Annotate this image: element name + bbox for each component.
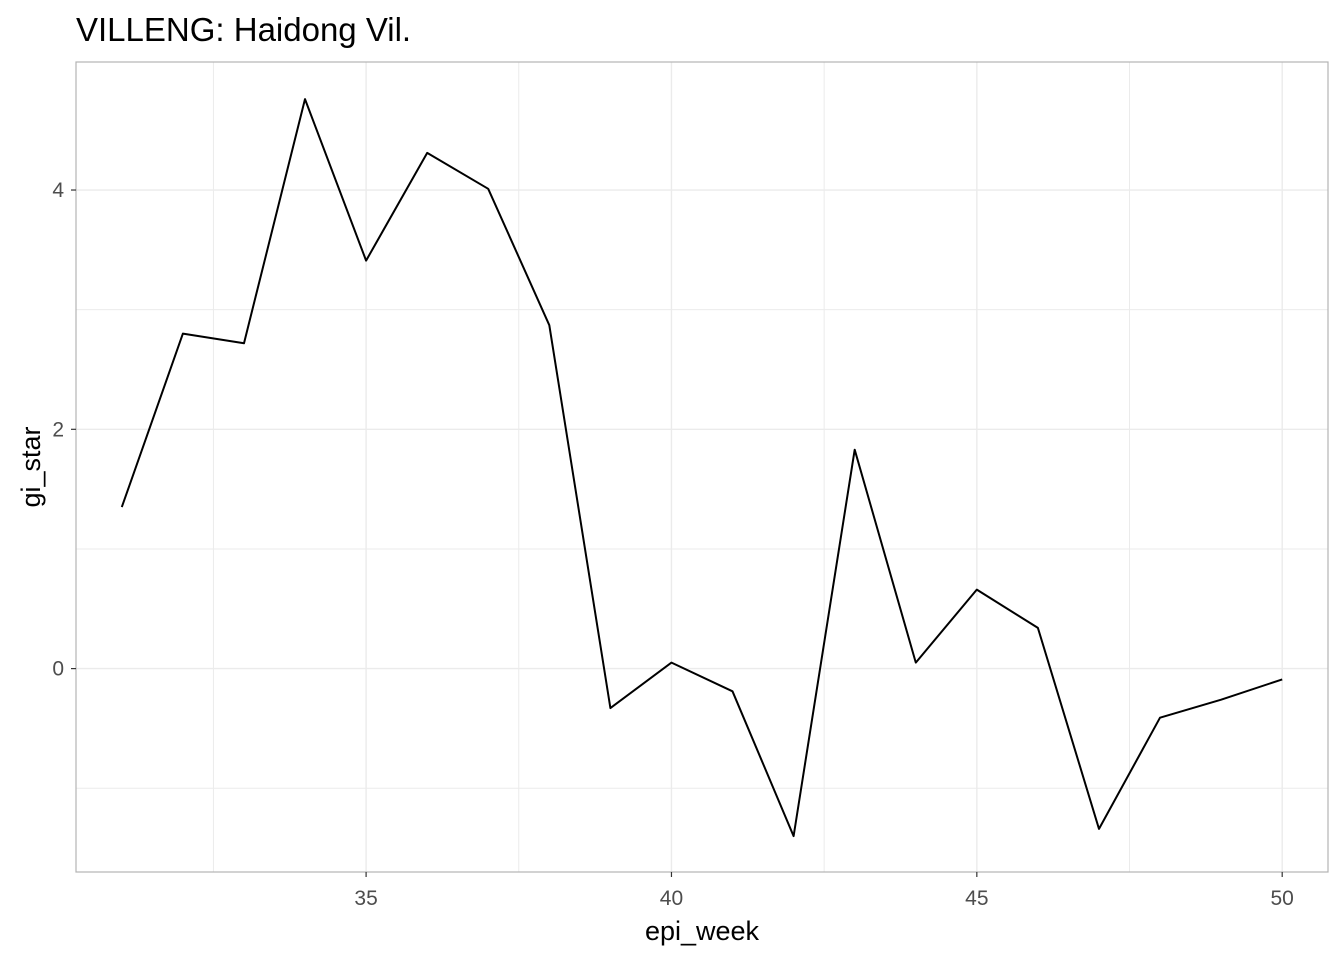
plot-panel (75, 61, 1329, 873)
x-axis-title: epi_week (645, 916, 760, 946)
y-axis: 0 2 4 (52, 179, 76, 681)
y-tick-label: 2 (52, 418, 64, 441)
grid-lines (76, 62, 1328, 872)
x-tick-label: 50 (1271, 887, 1294, 910)
y-tick-label: 4 (52, 179, 64, 202)
y-axis-title: gi_star (16, 426, 46, 507)
x-tick-label: 40 (660, 887, 683, 910)
series-line-gi-star (120, 98, 1283, 838)
x-tick-label: 45 (965, 887, 988, 910)
chart-title: VILLENG: Haidong Vil. (76, 11, 411, 48)
x-axis: 35 40 45 50 (354, 872, 1294, 910)
plot-border (75, 61, 1329, 873)
plot-background (76, 62, 1328, 872)
y-tick-label: 0 (52, 658, 64, 681)
x-tick-label: 35 (354, 887, 377, 910)
